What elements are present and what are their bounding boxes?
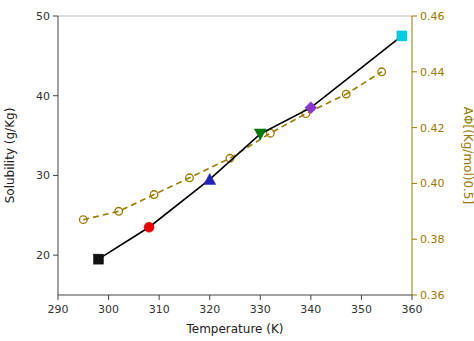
x-axis-title: Temperature (K) [185,322,283,336]
point [186,174,194,182]
x-tick-label: 300 [98,303,119,316]
y2-tick-label: 0.44 [420,66,445,79]
y2-tick-label: 0.36 [420,289,445,302]
y-tick-label: 40 [36,90,50,103]
x-tick-label: 340 [300,303,321,316]
x-tick-label: 360 [402,303,423,316]
y2-tick [412,295,417,296]
y-tick-label: 50 [36,10,50,23]
x-tick [159,295,160,300]
y2-axis-line [412,16,413,295]
point [254,129,266,140]
y-tick-label: 30 [36,169,50,182]
top-frame-line [58,16,412,17]
chart: 290 300 310 320 330 340 350 360 20 30 40 50 0.36 0.38… [0,0,474,341]
y2-tick-label: 0.40 [420,177,445,190]
y-tick [53,16,58,17]
y2-tick [412,183,417,184]
point [79,216,87,224]
series-line [98,36,401,259]
point [397,31,407,41]
series [79,68,385,223]
x-tick [260,295,261,300]
point [305,102,317,114]
y2-tick [412,16,417,17]
point [150,191,158,199]
series-line [83,72,381,220]
point [378,68,386,76]
y2-tick-label: 0.42 [420,122,445,135]
point [204,173,216,184]
y-tick [53,175,58,176]
x-tick [108,295,109,300]
x-tick-label: 330 [250,303,271,316]
y2-tick [412,239,417,240]
y2-tick [412,127,417,128]
x-tick [361,295,362,300]
y2-tick-label: 0.38 [420,233,445,246]
x-tick [412,295,413,300]
series [93,31,406,264]
x-axis-line [58,295,412,296]
x-tick-label: 310 [149,303,170,316]
x-tick-label: 350 [351,303,372,316]
y-tick [53,95,58,96]
x-tick [209,295,210,300]
axes: 290 300 310 320 330 340 350 360 20 30 40 50 0.36 0.38… [36,10,445,316]
x-tick [58,295,59,300]
y2-tick [412,71,417,72]
x-tick-label: 290 [48,303,69,316]
y-axis-title: Solubility (g/Kg) [3,108,17,204]
point [115,208,123,216]
x-tick-label: 320 [199,303,220,316]
x-tick [310,295,311,300]
y-tick [53,255,58,256]
y-tick-label: 20 [36,249,50,262]
y2-axis-title: AΦ[(Kg/mol)0.5] [461,107,474,204]
y-axis-line [58,16,59,295]
point [144,222,154,232]
point [93,254,103,264]
plot-area [79,31,406,264]
y2-tick-label: 0.46 [420,10,445,23]
point [342,90,350,98]
